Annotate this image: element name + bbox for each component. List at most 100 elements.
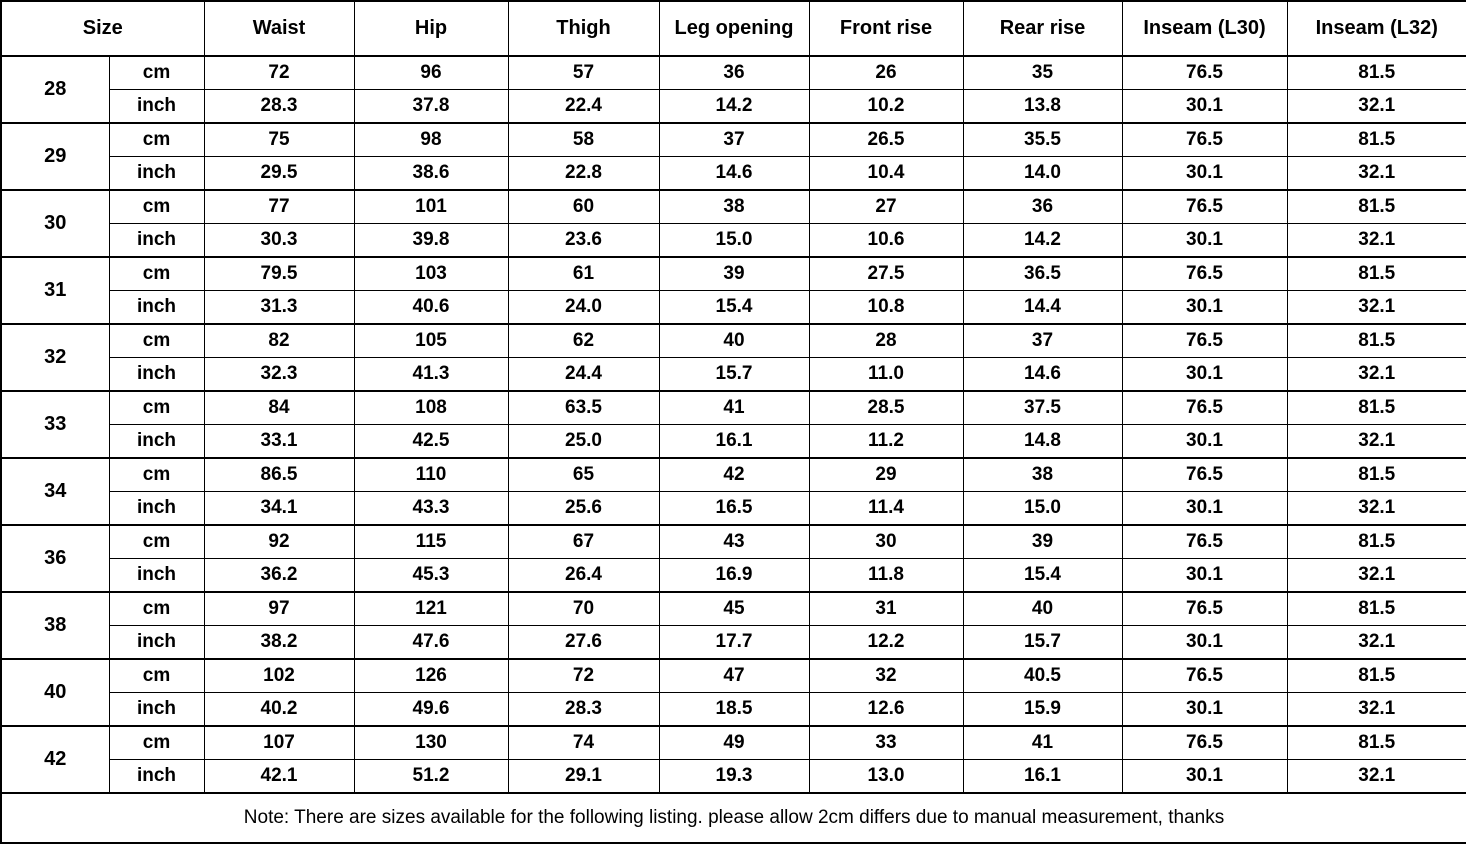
- value-cell: 11.8: [808, 558, 964, 593]
- value-cell: 47.6: [353, 625, 509, 660]
- value-cell: 28: [808, 323, 964, 358]
- size-cell: 42: [0, 725, 110, 794]
- value-cell: 10.6: [808, 223, 964, 258]
- value-cell: 61: [507, 256, 660, 291]
- value-cell: 37: [962, 323, 1123, 358]
- unit-label-inch: inch: [108, 290, 205, 325]
- value-cell: 76.5: [1121, 323, 1288, 358]
- value-cell: 22.8: [507, 156, 660, 191]
- value-cell: 15.7: [658, 357, 810, 392]
- value-cell: 121: [353, 591, 509, 626]
- size-row-inch: inch 38.2 47.6 27.6 17.7 12.2 15.7 30.1 32.1: [1, 625, 1466, 660]
- value-cell: 81.5: [1286, 390, 1466, 425]
- value-cell: 28.3: [203, 89, 355, 124]
- value-cell: 12.6: [808, 692, 964, 727]
- value-cell: 29: [808, 457, 964, 492]
- size-cell: 36: [0, 524, 110, 593]
- value-cell: 26.5: [808, 122, 964, 157]
- value-cell: 34.1: [203, 491, 355, 526]
- value-cell: 14.2: [658, 89, 810, 124]
- value-cell: 110: [353, 457, 509, 492]
- size-cell: 33: [0, 390, 110, 459]
- value-cell: 27: [808, 189, 964, 224]
- value-cell: 49: [658, 725, 810, 760]
- size-row-inch: inch 28.3 37.8 22.4 14.2 10.2 13.8 30.1 32.1: [1, 89, 1466, 124]
- size-row-cm: 32 cm 82 105 62 40 28 37 76.5 81.5: [0, 323, 1466, 392]
- unit-label-inch: inch: [108, 357, 205, 392]
- size-row-inch: inch 32.3 41.3 24.4 15.7 11.0 14.6 30.1 32.1: [1, 357, 1466, 392]
- value-cell: 29.5: [203, 156, 355, 191]
- size-cell: 30: [0, 189, 110, 258]
- size-row-cm: 40 cm 102 126 72 47 32 40.5 76.5 81.5: [0, 658, 1466, 727]
- value-cell: 13.8: [962, 89, 1123, 124]
- column-header-rear-rise: Rear rise: [962, 0, 1123, 57]
- value-cell: 30.1: [1121, 491, 1288, 526]
- unit-label-inch: inch: [108, 491, 205, 526]
- size-row-inch: inch 29.5 38.6 22.8 14.6 10.4 14.0 30.1 32.1: [1, 156, 1466, 191]
- value-cell: 76.5: [1121, 189, 1288, 224]
- value-cell: 76.5: [1121, 524, 1288, 559]
- value-cell: 30.1: [1121, 223, 1288, 258]
- unit-label-inch: inch: [108, 89, 205, 124]
- value-cell: 10.8: [808, 290, 964, 325]
- value-cell: 36.5: [962, 256, 1123, 291]
- value-cell: 31.3: [203, 290, 355, 325]
- value-cell: 81.5: [1286, 725, 1466, 760]
- value-cell: 74: [507, 725, 660, 760]
- value-cell: 62: [507, 323, 660, 358]
- size-row-inch: inch 30.3 39.8 23.6 15.0 10.6 14.2 30.1 32.1: [1, 223, 1466, 258]
- size-cell: 40: [0, 658, 110, 727]
- value-cell: 17.7: [658, 625, 810, 660]
- value-cell: 11.2: [808, 424, 964, 459]
- note-text: Note: There are sizes available for the …: [0, 792, 1466, 844]
- value-cell: 76.5: [1121, 122, 1288, 157]
- value-cell: 76.5: [1121, 390, 1288, 425]
- unit-label-cm: cm: [108, 725, 205, 760]
- note-row: Note: There are sizes available for the …: [0, 792, 1466, 844]
- value-cell: 30.1: [1121, 692, 1288, 727]
- value-cell: 16.9: [658, 558, 810, 593]
- value-cell: 32.1: [1286, 558, 1466, 593]
- unit-label-cm: cm: [108, 591, 205, 626]
- size-cell: 31: [0, 256, 110, 325]
- value-cell: 26: [808, 55, 964, 90]
- size-cell: 29: [0, 122, 110, 191]
- value-cell: 107: [203, 725, 355, 760]
- value-cell: 98: [353, 122, 509, 157]
- value-cell: 49.6: [353, 692, 509, 727]
- column-header-size: Size: [0, 0, 205, 57]
- size-row-cm: 31 cm 79.5 103 61 39 27.5 36.5 76.5 81.5: [0, 256, 1466, 325]
- value-cell: 14.2: [962, 223, 1123, 258]
- value-cell: 101: [353, 189, 509, 224]
- value-cell: 76.5: [1121, 457, 1288, 492]
- value-cell: 32.3: [203, 357, 355, 392]
- unit-label-inch: inch: [108, 223, 205, 258]
- size-row-cm: 33 cm 84 108 63.5 41 28.5 37.5 76.5 81.5: [0, 390, 1466, 459]
- size-cell: 32: [0, 323, 110, 392]
- value-cell: 70: [507, 591, 660, 626]
- value-cell: 27.5: [808, 256, 964, 291]
- value-cell: 67: [507, 524, 660, 559]
- value-cell: 12.2: [808, 625, 964, 660]
- value-cell: 14.4: [962, 290, 1123, 325]
- value-cell: 15.0: [962, 491, 1123, 526]
- value-cell: 84: [203, 390, 355, 425]
- value-cell: 30.3: [203, 223, 355, 258]
- value-cell: 11.0: [808, 357, 964, 392]
- value-cell: 32.1: [1286, 156, 1466, 191]
- value-cell: 31: [808, 591, 964, 626]
- size-row-inch: inch 33.1 42.5 25.0 16.1 11.2 14.8 30.1 32.1: [1, 424, 1466, 459]
- size-row-inch: inch 36.2 45.3 26.4 16.9 11.8 15.4 30.1 32.1: [1, 558, 1466, 593]
- value-cell: 32.1: [1286, 424, 1466, 459]
- size-row-inch: inch 34.1 43.3 25.6 16.5 11.4 15.0 30.1 32.1: [1, 491, 1466, 526]
- unit-label-inch: inch: [108, 692, 205, 727]
- value-cell: 14.8: [962, 424, 1123, 459]
- value-cell: 19.3: [658, 759, 810, 794]
- value-cell: 13.0: [808, 759, 964, 794]
- value-cell: 15.7: [962, 625, 1123, 660]
- value-cell: 25.6: [507, 491, 660, 526]
- value-cell: 47: [658, 658, 810, 693]
- value-cell: 38: [962, 457, 1123, 492]
- value-cell: 77: [203, 189, 355, 224]
